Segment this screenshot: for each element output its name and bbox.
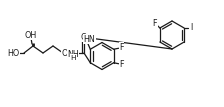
Text: F: F	[119, 43, 124, 52]
Text: O: O	[62, 48, 68, 57]
Text: HN: HN	[83, 35, 95, 44]
Text: H: H	[70, 54, 76, 60]
Text: F: F	[119, 60, 124, 69]
Text: NH: NH	[67, 50, 79, 59]
Text: OH: OH	[25, 30, 37, 39]
Text: HO: HO	[7, 48, 19, 57]
Text: F: F	[153, 19, 157, 27]
Text: I: I	[190, 22, 192, 31]
Text: O: O	[81, 33, 87, 42]
